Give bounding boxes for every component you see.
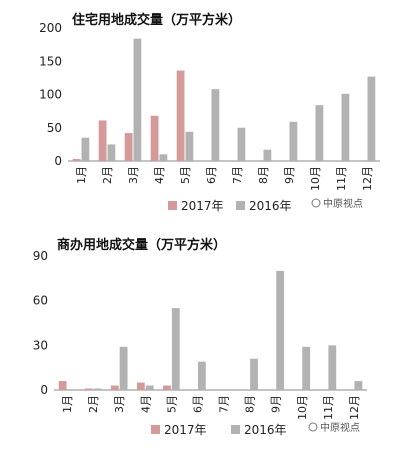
bar-2016-6: [197, 361, 206, 390]
x-tick-label: 12月: [348, 395, 361, 420]
legend-label-2017: 2017年: [164, 423, 207, 437]
chart-title: 住宅用地成交量（万平方米）: [72, 12, 241, 28]
bar-2017-4: [150, 115, 159, 161]
bar-2016-4: [159, 154, 168, 161]
watermark-text: 中原视点: [320, 421, 360, 434]
x-tick-label: 11月: [335, 166, 348, 191]
x-tick-label: 5月: [179, 166, 192, 184]
bar-2017-3: [124, 133, 133, 161]
bar-2016-4: [145, 385, 154, 390]
x-tick-label: 1月: [75, 166, 88, 184]
legend-swatch-2017: [168, 201, 177, 210]
x-tick-label: 9月: [283, 166, 296, 184]
bar-2016-11: [341, 93, 350, 161]
bar-2016-6: [211, 89, 220, 161]
legend-swatch-2016: [231, 425, 240, 434]
bar-2016-12: [354, 381, 363, 390]
x-tick-label: 12月: [361, 166, 374, 191]
bar-2017-1: [58, 381, 67, 390]
bar-2016-3: [119, 346, 128, 390]
x-tick-label: 6月: [191, 395, 204, 413]
watermark: 中原视点: [311, 197, 363, 210]
x-tick-label: 8月: [244, 395, 257, 413]
y-tick-label: 0: [54, 154, 62, 168]
legend-label-2017: 2017年: [181, 199, 224, 213]
bar-2017-5: [176, 70, 185, 161]
x-tick-label: 4月: [139, 395, 152, 413]
bar-2017-4: [136, 382, 145, 390]
x-tick-label: 7月: [218, 395, 231, 413]
chart-title: 商办用地成交量（万平方米）: [57, 237, 226, 253]
x-tick-label: 3月: [127, 166, 140, 184]
bar-2016-8: [250, 358, 258, 390]
legend: 2017年 2016年: [168, 199, 292, 213]
bar-2016-7: [237, 127, 246, 161]
x-tick-label: 6月: [205, 166, 218, 184]
bar-2017-3: [110, 385, 119, 390]
y-tick-label: 0: [40, 383, 48, 397]
bar-2017-2: [98, 120, 107, 161]
legend-label-2016: 2016年: [244, 423, 287, 437]
y-tick-label: 50: [47, 121, 62, 135]
bar-2017-1: [72, 159, 81, 161]
bar-2017-5: [163, 385, 171, 390]
bar-2016-5: [185, 131, 194, 161]
legend-swatch-2016: [236, 201, 245, 210]
x-tick-label: 7月: [231, 166, 244, 184]
watermark: 中原视点: [308, 421, 360, 434]
bar-2016-9: [276, 270, 285, 390]
bar-2016-10: [315, 105, 324, 161]
bar-2016-8: [263, 149, 272, 161]
bar-2016-9: [289, 121, 298, 161]
x-tick-label: 10月: [296, 395, 309, 420]
x-tick-label: 5月: [165, 395, 178, 413]
legend-label-2016: 2016年: [249, 199, 292, 213]
bar-2016-1: [81, 137, 90, 161]
bar-2016-10: [302, 346, 311, 390]
x-tick-label: 3月: [113, 395, 126, 413]
y-tick-label: 30: [33, 338, 48, 352]
legend-swatch-2017: [151, 425, 160, 434]
y-tick-label: 150: [39, 54, 62, 68]
watermark-icon: [308, 422, 318, 432]
commercial-office-chart: 商办用地成交量（万平方米） 0 30 60 90 1月 2月 3月 4月 5月 6月 7月 8月 9月…: [33, 237, 367, 437]
x-tick-label: 10月: [309, 166, 322, 191]
x-tick-label: 11月: [322, 395, 335, 420]
bar-2016-3: [133, 38, 142, 161]
x-tick-label: 8月: [257, 166, 270, 184]
y-tick-label: 90: [33, 249, 48, 263]
x-tick-label: 4月: [153, 166, 166, 184]
y-tick-label: 60: [33, 294, 48, 308]
bar-2016-11: [328, 345, 337, 390]
bar-2016-5: [171, 308, 180, 390]
watermark-icon: [311, 198, 321, 208]
bar-2017-2: [84, 388, 93, 390]
y-tick-label: 200: [39, 21, 62, 35]
residential-chart: 住宅用地成交量（万平方米） 0 50 100 150 200 1月 2月 3月 4月 5月 6月 7…: [39, 12, 380, 213]
bar-2016-12: [367, 76, 376, 161]
x-tick-label: 2月: [87, 395, 100, 413]
legend: 2017年 2016年: [151, 423, 287, 437]
watermark-text: 中原视点: [323, 197, 363, 210]
x-tick-label: 9月: [270, 395, 283, 413]
bar-2016-2: [93, 388, 102, 390]
x-tick-label: 2月: [101, 166, 114, 184]
y-tick-label: 100: [39, 88, 62, 102]
bar-2016-2: [107, 144, 116, 161]
x-tick-label: 1月: [61, 395, 74, 413]
